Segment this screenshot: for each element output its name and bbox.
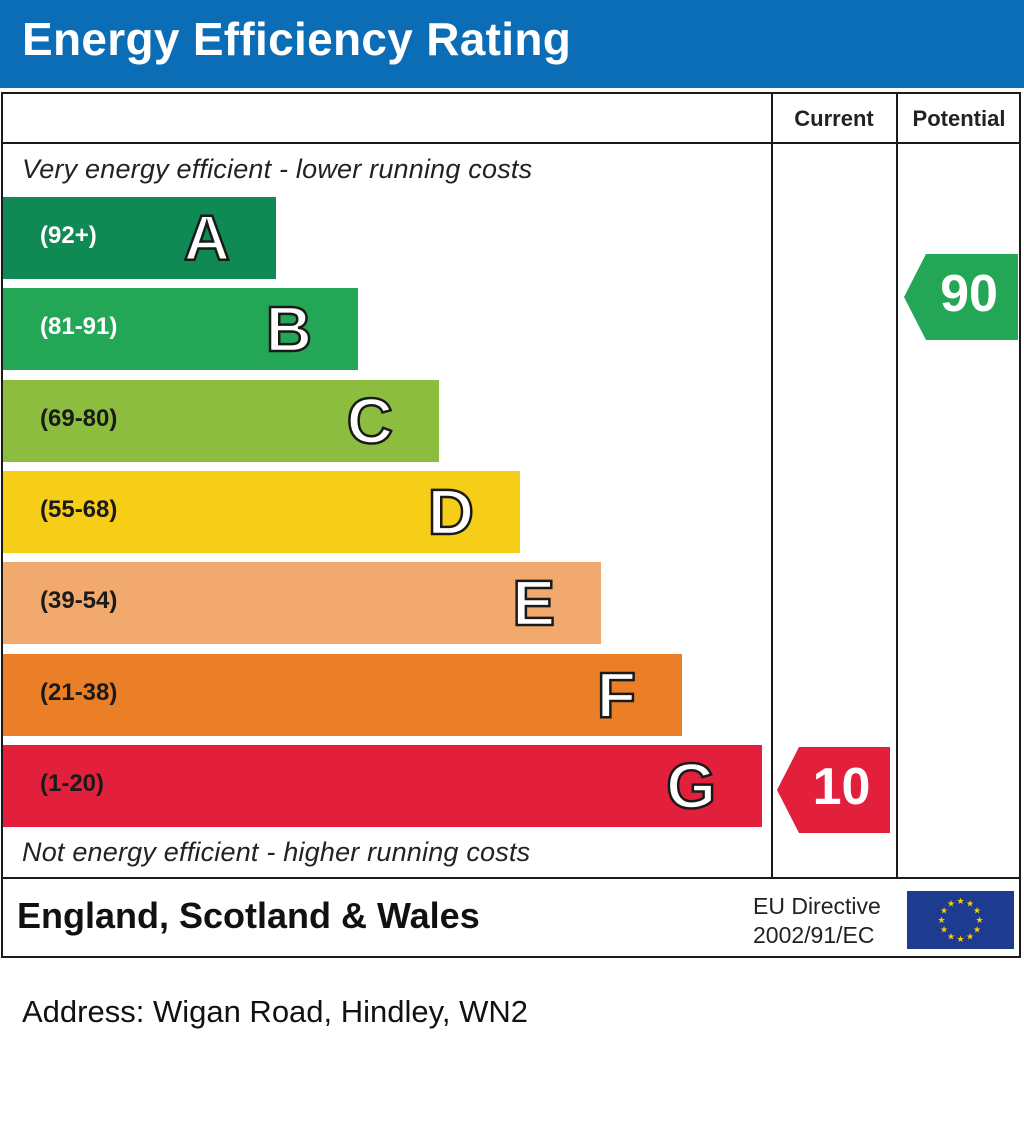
eu-flag-icon: ★ ★ ★ ★ ★ ★ ★ ★ ★ ★ ★ ★ (907, 891, 1014, 949)
current-rating-arrow: 10 (777, 747, 890, 833)
band-b: (81-91) B (3, 288, 358, 370)
property-address: Address: Wigan Road, Hindley, WN2 (22, 994, 528, 1029)
star-icon: ★ (966, 933, 974, 943)
rating-frame (1, 92, 1021, 958)
potential-rating-arrow: 90 (904, 254, 1018, 340)
band-d: (55-68) D (3, 471, 520, 553)
star-icon: ★ (940, 926, 948, 936)
band-range-label: (92+) (40, 222, 97, 249)
note-inefficient: Not energy efficient - higher running co… (22, 837, 531, 867)
divider-current (771, 92, 773, 879)
band-a: (92+) A (3, 197, 276, 279)
band-letter: A (183, 201, 232, 276)
star-icon: ★ (975, 916, 983, 926)
band-letter: D (427, 475, 476, 550)
star-icon: ★ (947, 933, 955, 943)
band-range-label: (39-54) (40, 587, 118, 614)
band-range-label: (1-20) (40, 770, 105, 797)
band-e: (39-54) E (3, 562, 601, 644)
star-icon: ★ (966, 900, 974, 910)
band-c: (69-80) C (3, 380, 439, 462)
band-letter: B (265, 292, 314, 367)
header-underline (1, 142, 1021, 144)
band-letter: C (346, 384, 395, 459)
band-letter: E (511, 566, 556, 641)
star-icon: ★ (956, 897, 964, 907)
star-icon: ★ (940, 907, 948, 917)
current-rating-value: 10 (812, 758, 871, 816)
band-range-label: (21-38) (40, 679, 118, 706)
directive-line-1: EU Directive (753, 893, 881, 919)
directive-line-2: 2002/91/EC (753, 922, 875, 948)
header-bar: Energy Efficiency Rating (0, 0, 1024, 88)
column-current: Current (794, 106, 874, 131)
note-efficient: Very energy efficient - lower running co… (22, 154, 533, 184)
band-range-label: (81-91) (40, 313, 118, 340)
footer-divider (1, 877, 1021, 879)
star-icon: ★ (956, 935, 964, 945)
band-letter: F (596, 658, 638, 733)
band-letter: G (665, 749, 717, 824)
band-range-label: (55-68) (40, 496, 118, 523)
star-icon: ★ (973, 907, 981, 917)
star-icon: ★ (973, 926, 981, 936)
star-icon: ★ (947, 900, 955, 910)
band-g: (1-20) G (3, 745, 762, 827)
star-icon: ★ (937, 916, 945, 926)
band-f: (21-38) F (3, 654, 682, 736)
band-range-label: (69-80) (40, 405, 118, 432)
potential-rating-value: 90 (940, 265, 998, 323)
column-potential: Potential (912, 106, 1006, 131)
region-label: England, Scotland & Wales (17, 895, 480, 936)
page-title: Energy Efficiency Rating (22, 13, 572, 65)
divider-potential (896, 92, 898, 879)
